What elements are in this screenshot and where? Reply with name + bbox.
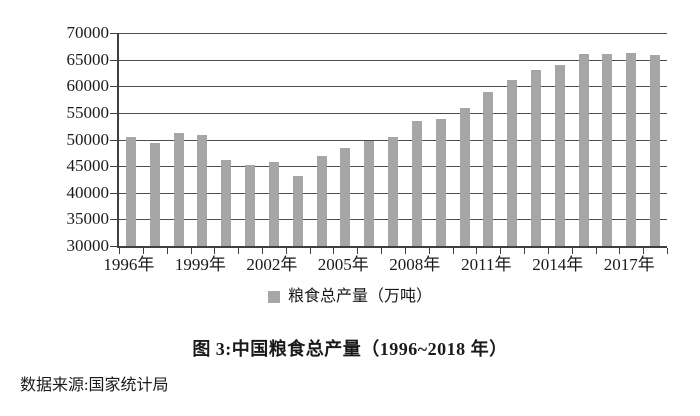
y-axis-label-30000: 30000 <box>66 236 110 255</box>
y-axis-label-70000: 70000 <box>66 23 110 42</box>
x-axis-tick-1 <box>142 248 144 254</box>
x-axis-tick-11 <box>381 248 383 254</box>
y-axis-tick-45000 <box>110 166 117 168</box>
bar-2000年 <box>221 159 232 246</box>
x-axis-tick-9 <box>333 248 335 254</box>
x-axis-label-2017年: 2017年 <box>603 255 655 274</box>
x-axis-label-2014年: 2014年 <box>532 255 584 274</box>
x-axis-tick-21 <box>619 248 621 254</box>
y-axis-tick-30000 <box>110 246 117 247</box>
gridline-70000 <box>119 33 667 34</box>
y-axis-label-50000: 50000 <box>66 129 110 149</box>
x-axis-tick-12 <box>404 248 406 254</box>
y-axis-label-45000: 45000 <box>66 156 110 176</box>
x-axis-tick-20 <box>595 248 597 254</box>
gridline-65000 <box>119 59 667 61</box>
bar-2005年 <box>340 148 351 246</box>
x-axis-tick-13 <box>428 248 430 254</box>
x-axis-tick-6 <box>262 248 263 254</box>
x-axis-label-2002年: 2002年 <box>246 255 298 274</box>
plot-area <box>110 33 668 254</box>
y-axis-tick-35000 <box>110 219 117 221</box>
x-axis-tick-14 <box>452 248 454 254</box>
y-axis-label-60000: 60000 <box>66 76 110 96</box>
y-axis-tick-50000 <box>110 139 117 141</box>
bar-2006年 <box>364 140 375 246</box>
bar-1997年 <box>149 142 160 246</box>
y-axis-tick-40000 <box>110 192 117 194</box>
figure-caption: 图 3:中国粮食总产量（1996~2018 年） <box>192 339 508 359</box>
y-axis-tick-60000 <box>110 86 117 88</box>
bar-2017年 <box>626 53 637 246</box>
x-axis-tick-23 <box>667 248 668 254</box>
x-axis-tick-17 <box>524 248 525 254</box>
x-axis-label-1999年: 1999年 <box>174 255 226 274</box>
bar-2001年 <box>245 164 255 246</box>
gridline-60000 <box>119 86 667 88</box>
bar-1999年 <box>197 135 208 246</box>
x-axis-label-2011年: 2011年 <box>461 255 512 274</box>
x-axis-tick-16 <box>500 248 502 254</box>
bar-1996年 <box>125 137 136 246</box>
y-axis-label-35000: 35000 <box>66 209 110 229</box>
bar-2002年 <box>268 162 279 246</box>
bar-2003年 <box>292 176 303 246</box>
x-axis-label-2008年: 2008年 <box>389 255 441 274</box>
y-axis-tick-70000 <box>110 33 117 34</box>
x-axis-tick-10 <box>357 248 359 254</box>
bar-2014年 <box>554 65 565 246</box>
x-axis-tick-19 <box>571 248 573 254</box>
bar-2010年 <box>459 108 470 246</box>
y-axis-tick-55000 <box>110 112 117 114</box>
bar-2009年 <box>435 118 446 246</box>
x-axis-tick-2 <box>166 248 168 254</box>
y-axis-label-55000: 55000 <box>66 102 110 122</box>
bar-2018年 <box>650 55 661 246</box>
legend-swatch-icon <box>267 291 280 303</box>
bar-2004年 <box>316 155 327 246</box>
x-axis-tick-5 <box>238 248 240 254</box>
bar-2007年 <box>388 137 398 246</box>
bar-2008年 <box>411 121 422 246</box>
x-axis-tick-4 <box>214 248 216 254</box>
gridline-55000 <box>119 112 667 114</box>
x-axis-label-1996年: 1996年 <box>103 255 155 274</box>
x-axis-tick-8 <box>309 248 311 254</box>
bar-2013年 <box>531 70 541 246</box>
bar-2016年 <box>602 54 613 246</box>
x-axis-tick-7 <box>285 248 287 254</box>
x-axis-tick-18 <box>547 248 549 254</box>
y-axis-tick-65000 <box>110 59 117 61</box>
x-axis-tick-3 <box>190 248 192 254</box>
bar-2011年 <box>483 92 494 246</box>
y-axis-label-65000: 65000 <box>66 49 110 69</box>
bar-1998年 <box>173 133 184 246</box>
x-axis-tick-0 <box>119 248 120 254</box>
x-axis-tick-15 <box>476 248 478 254</box>
x-axis-tick-22 <box>643 248 645 254</box>
bar-2015年 <box>578 54 589 246</box>
data-source-note: 数据来源:国家统计局 <box>20 377 169 394</box>
legend-label: 粮食总产量（万吨） <box>287 288 432 305</box>
grain-output-bar-chart: 粮食总产量（万吨） 30000 35000 40000 45000 50000 55000… <box>0 23 700 306</box>
y-axis-label-40000: 40000 <box>66 182 110 202</box>
bar-2012年 <box>507 79 518 246</box>
chart-legend: 粮食总产量（万吨） <box>0 288 700 306</box>
x-axis-label-2005年: 2005年 <box>317 255 369 274</box>
